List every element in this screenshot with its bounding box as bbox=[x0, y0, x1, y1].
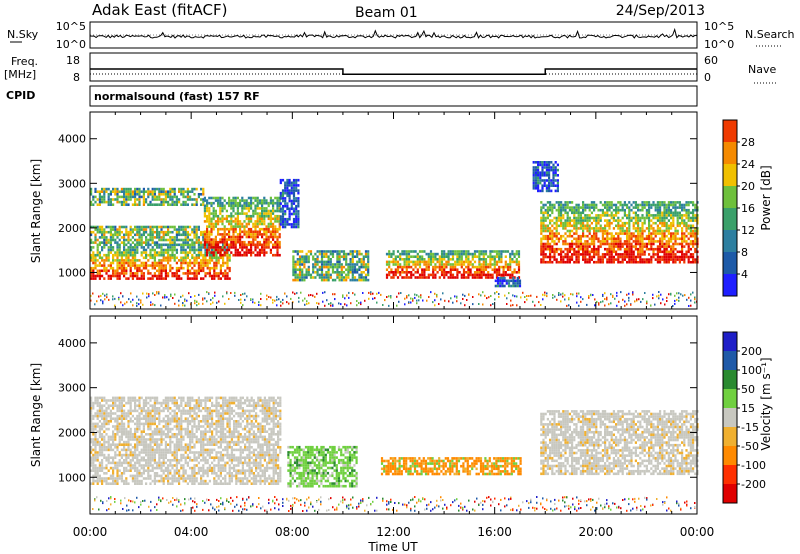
vel-data-region-1 bbox=[287, 445, 358, 488]
cpid-label: CPID bbox=[6, 89, 35, 102]
vel-cbar-tick-3: -15 bbox=[741, 421, 759, 434]
nave-label: Nave bbox=[748, 63, 776, 76]
power-cbar-tick-4: 20 bbox=[741, 180, 755, 193]
vel-cbar-tick-7: 200 bbox=[741, 345, 762, 358]
power-data-ytick-3: 4000 bbox=[58, 133, 86, 146]
velocity-data bbox=[90, 396, 699, 512]
velocity-colorbar: -200 -100 -50 -15 15 50 100 200 bbox=[722, 331, 766, 504]
power-data-region-5 bbox=[292, 250, 370, 282]
station-title: Adak East (fitACF) bbox=[92, 1, 227, 19]
velocity-ylabel: Slant Range [km] bbox=[29, 363, 43, 467]
x-tick-1: 04:00 bbox=[174, 525, 209, 539]
x-tick-0: 00:00 bbox=[73, 525, 108, 539]
x-tick-4: 16:00 bbox=[477, 525, 512, 539]
freq-panel: Freq. [MHz] 18 8 60 0 Nave bbox=[4, 52, 776, 84]
vel-data-ytick-3: 4000 bbox=[58, 337, 86, 350]
power-data-region-9 bbox=[532, 161, 559, 193]
vel-cbar-tick-2: -50 bbox=[741, 440, 759, 453]
nave-tick-bottom: 0 bbox=[704, 71, 711, 84]
noise-left-tick-bottom: 10^0 bbox=[56, 38, 86, 51]
vel-cbar-tick-0: -200 bbox=[741, 478, 766, 491]
power-cbar-swatch-6 bbox=[723, 142, 737, 164]
vel-cbar-tick-1: -100 bbox=[741, 459, 766, 472]
vel-data-ytick-1: 2000 bbox=[58, 426, 86, 439]
power-cbar-tick-3: 16 bbox=[741, 202, 755, 215]
vel-data-ytick-0: 1000 bbox=[58, 471, 86, 484]
vel-cbar-swatch-4 bbox=[723, 408, 737, 427]
x-tick-5: 20:00 bbox=[579, 525, 614, 539]
cpid-panel bbox=[89, 85, 698, 107]
power-data-region-2 bbox=[90, 187, 205, 206]
velocity-colorbar-label: Velocity [m s⁻¹] bbox=[759, 357, 773, 450]
power-data-region-0 bbox=[90, 243, 231, 280]
power-cbar-tick-0: 4 bbox=[741, 268, 748, 281]
cpid-text: normalsound (fast) 157 RF bbox=[94, 90, 260, 103]
power-cbar-swatch-7 bbox=[723, 120, 737, 142]
noise-left-label: N.Sky bbox=[7, 28, 39, 41]
freq-tick-top: 18 bbox=[66, 54, 80, 67]
power-cbar-swatch-1 bbox=[723, 252, 737, 274]
vel-cbar-swatch-1 bbox=[723, 465, 737, 484]
x-tick-6: 00:00 bbox=[680, 525, 715, 539]
power-data-region-6 bbox=[385, 250, 521, 279]
power-data-region-7 bbox=[494, 276, 522, 288]
power-cbar-swatch-4 bbox=[723, 186, 737, 208]
vel-cbar-swatch-5 bbox=[723, 389, 737, 408]
velocity-panel: 1000 2000 3000 4000 Slant Range [km] -200 -1… bbox=[29, 315, 773, 554]
power-data-ytick-2: 3000 bbox=[58, 177, 86, 190]
power-data-region-4 bbox=[279, 178, 300, 229]
power-ylabel: Slant Range [km] bbox=[29, 159, 43, 263]
freq-line bbox=[90, 68, 697, 76]
noise-right-tick-bottom: 10^0 bbox=[704, 38, 734, 51]
x-tick-3: 12:00 bbox=[376, 525, 411, 539]
power-cbar-swatch-0 bbox=[723, 274, 737, 296]
vel-cbar-swatch-7 bbox=[723, 351, 737, 370]
vel-cbar-swatch-8 bbox=[723, 332, 737, 351]
power-data-region-8 bbox=[540, 201, 699, 264]
nave-tick-top: 60 bbox=[704, 54, 718, 67]
power-cbar-tick-1: 8 bbox=[741, 246, 748, 259]
power-cbar-tick-2: 12 bbox=[741, 224, 755, 237]
x-tick-2: 08:00 bbox=[275, 525, 310, 539]
vel-cbar-swatch-2 bbox=[723, 446, 737, 465]
vel-cbar-swatch-3 bbox=[723, 427, 737, 446]
freq-tick-bottom: 8 bbox=[73, 71, 80, 84]
power-colorbar-label: Power [dB] bbox=[759, 165, 773, 230]
vel-data-region-3 bbox=[540, 410, 699, 476]
power-data bbox=[90, 161, 699, 307]
power-cbar-tick-6: 28 bbox=[741, 136, 755, 149]
noise-left-tick-top: 10^5 bbox=[56, 20, 86, 33]
vel-data-ground-scatter bbox=[92, 496, 696, 512]
power-data-region-3 bbox=[203, 196, 281, 257]
freq-unit-label: [MHz] bbox=[4, 68, 36, 81]
power-data-ground-scatter bbox=[90, 291, 698, 307]
power-data-ytick-1: 2000 bbox=[58, 222, 86, 235]
power-cbar-swatch-5 bbox=[723, 164, 737, 186]
vel-data-ytick-2: 3000 bbox=[58, 382, 86, 395]
power-colorbar: 4 8 12 16 20 24 28 bbox=[722, 119, 755, 297]
noise-panel: N.Sky 10^5 10^0 10^5 10^0 N.Search bbox=[7, 20, 795, 51]
power-data-region-1 bbox=[90, 225, 205, 244]
vel-cbar-swatch-6 bbox=[723, 370, 737, 389]
vel-data-region-2 bbox=[380, 457, 522, 476]
power-cbar-swatch-2 bbox=[723, 230, 737, 252]
noise-line bbox=[89, 27, 698, 39]
beam-title: Beam 01 bbox=[355, 5, 418, 21]
vel-cbar-swatch-0 bbox=[723, 484, 737, 503]
noise-right-label: N.Search bbox=[745, 28, 795, 41]
power-cbar-swatch-3 bbox=[723, 208, 737, 230]
power-cbar-tick-5: 24 bbox=[741, 158, 755, 171]
vel-data-region-0 bbox=[90, 396, 282, 485]
power-panel: 1000 2000 3000 4000 Slant Range [km] 4 8 12 16… bbox=[29, 111, 773, 310]
x-axis-label: Time UT bbox=[367, 540, 418, 554]
vel-cbar-tick-5: 50 bbox=[741, 383, 755, 396]
power-data-ytick-0: 1000 bbox=[58, 266, 86, 279]
freq-label: Freq. bbox=[11, 55, 38, 68]
vel-cbar-tick-4: 15 bbox=[741, 402, 755, 415]
vel-cbar-tick-6: 100 bbox=[741, 364, 762, 377]
date-title: 24/Sep/2013 bbox=[616, 3, 705, 19]
noise-right-tick-top: 10^5 bbox=[704, 20, 734, 33]
